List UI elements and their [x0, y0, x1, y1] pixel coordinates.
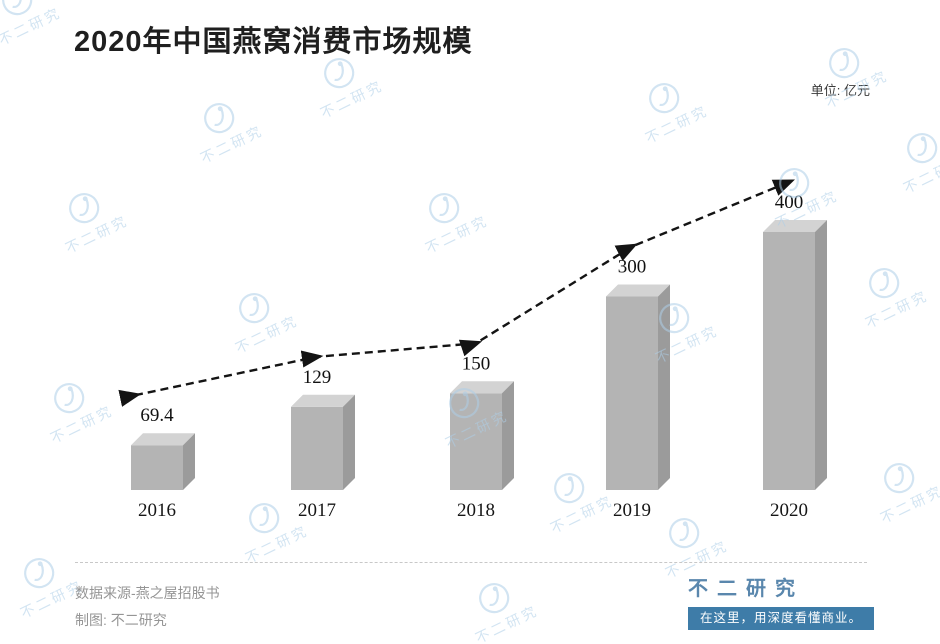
- bar: [450, 393, 502, 490]
- x-axis-label: 2016: [138, 500, 176, 521]
- bar-top-face: [131, 433, 195, 446]
- separator-line: [75, 562, 867, 563]
- unit-label: 单位: 亿元: [810, 83, 870, 98]
- value-label: 69.4: [140, 405, 174, 426]
- watermark-logo-icon: [479, 583, 510, 614]
- bar-side-face: [343, 394, 355, 490]
- bar-side-face: [183, 433, 195, 490]
- watermark-text: 不二研究: [472, 602, 541, 644]
- x-axis-label: 2020: [770, 500, 808, 521]
- brand-block: 不二研究 在这里，用深度看懂商业。: [687, 572, 874, 630]
- bar: [131, 445, 183, 490]
- trend-line: [118, 179, 795, 407]
- brand-name: 不二研究: [687, 578, 804, 600]
- chart-credit: 制图: 不二研究: [75, 612, 167, 628]
- value-label: 129: [303, 367, 332, 388]
- bar-side-face: [815, 220, 827, 490]
- watermark: 不二研究: [456, 568, 542, 644]
- x-axis-label: 2019: [613, 500, 651, 521]
- bar-side-face: [658, 284, 670, 490]
- value-label: 300: [618, 257, 647, 278]
- chart-title: 2020年中国燕窝消费市场规模: [74, 26, 473, 58]
- value-label: 400: [775, 192, 804, 213]
- x-axis-label: 2018: [457, 500, 495, 521]
- bar: [291, 406, 343, 490]
- bar-side-face: [502, 381, 514, 490]
- bar: [606, 296, 658, 490]
- value-label: 150: [462, 353, 491, 374]
- footer-source-block: 数据来源-燕之屋招股书 制图: 不二研究: [75, 580, 220, 634]
- brand-tagline-badge: 在这里，用深度看懂商业。: [687, 607, 874, 630]
- data-source: 数据来源-燕之屋招股书: [75, 585, 220, 601]
- bar-chart: 69.4 2016 129 2017 150 2018 300 2019 400 2020: [118, 179, 827, 521]
- bar: [763, 232, 815, 490]
- x-axis-label: 2017: [298, 500, 336, 521]
